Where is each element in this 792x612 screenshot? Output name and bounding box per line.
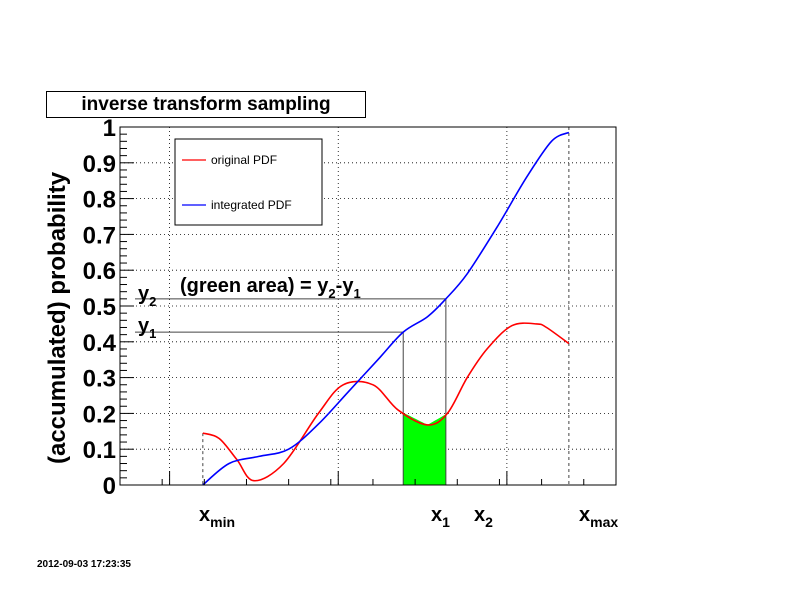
green-area — [403, 412, 446, 485]
y2-label: y2 — [138, 283, 156, 309]
y-tick-label: 0 — [103, 473, 116, 500]
series-line-original-pdf — [202, 322, 570, 482]
axis-labels: 0 0.1 0.2 0.3 0.4 0.5 0.6 0.7 0.8 0.9 1 — [83, 115, 117, 500]
green-area-annotation: (green area) = y2-y1 — [180, 275, 361, 301]
x1-label: x1 — [431, 504, 450, 530]
xmin-label: xmin — [199, 504, 235, 530]
series-group — [202, 131, 570, 486]
chart-title: inverse transform sampling — [46, 91, 366, 118]
y-tick-label: 0.6 — [83, 258, 116, 285]
x2-label: x2 — [474, 504, 493, 530]
y-tick-label: 1 — [103, 115, 116, 142]
y1-label: y1 — [138, 315, 156, 341]
y-axis-label: (accumulated) probability — [44, 171, 71, 464]
y-tick-label: 0.7 — [83, 222, 116, 249]
shaded-region-group — [403, 412, 446, 485]
y-tick-label: 0.3 — [83, 366, 116, 393]
y-tick-label: 0.8 — [83, 187, 116, 214]
y-tick-label: 0.2 — [83, 401, 116, 428]
legend-label-integrated-pdf: integrated PDF — [211, 198, 292, 212]
legend-box — [174, 138, 323, 226]
timestamp: 2012-09-03 17:23:35 — [37, 559, 131, 570]
y-tick-label: 0.9 — [83, 151, 116, 178]
reference-lines — [135, 127, 570, 485]
gridlines — [120, 127, 616, 485]
xmax-label: xmax — [579, 504, 618, 530]
axis-ticks — [120, 126, 585, 486]
y-tick-label: 0.1 — [83, 437, 116, 464]
legend: original PDF integrated PDF — [174, 138, 323, 226]
legend-label-original-pdf: original PDF — [211, 153, 277, 167]
series-line-integrated-pdf — [202, 131, 570, 486]
y-tick-label: 0.4 — [83, 330, 117, 357]
y-tick-label: 0.5 — [83, 294, 116, 321]
